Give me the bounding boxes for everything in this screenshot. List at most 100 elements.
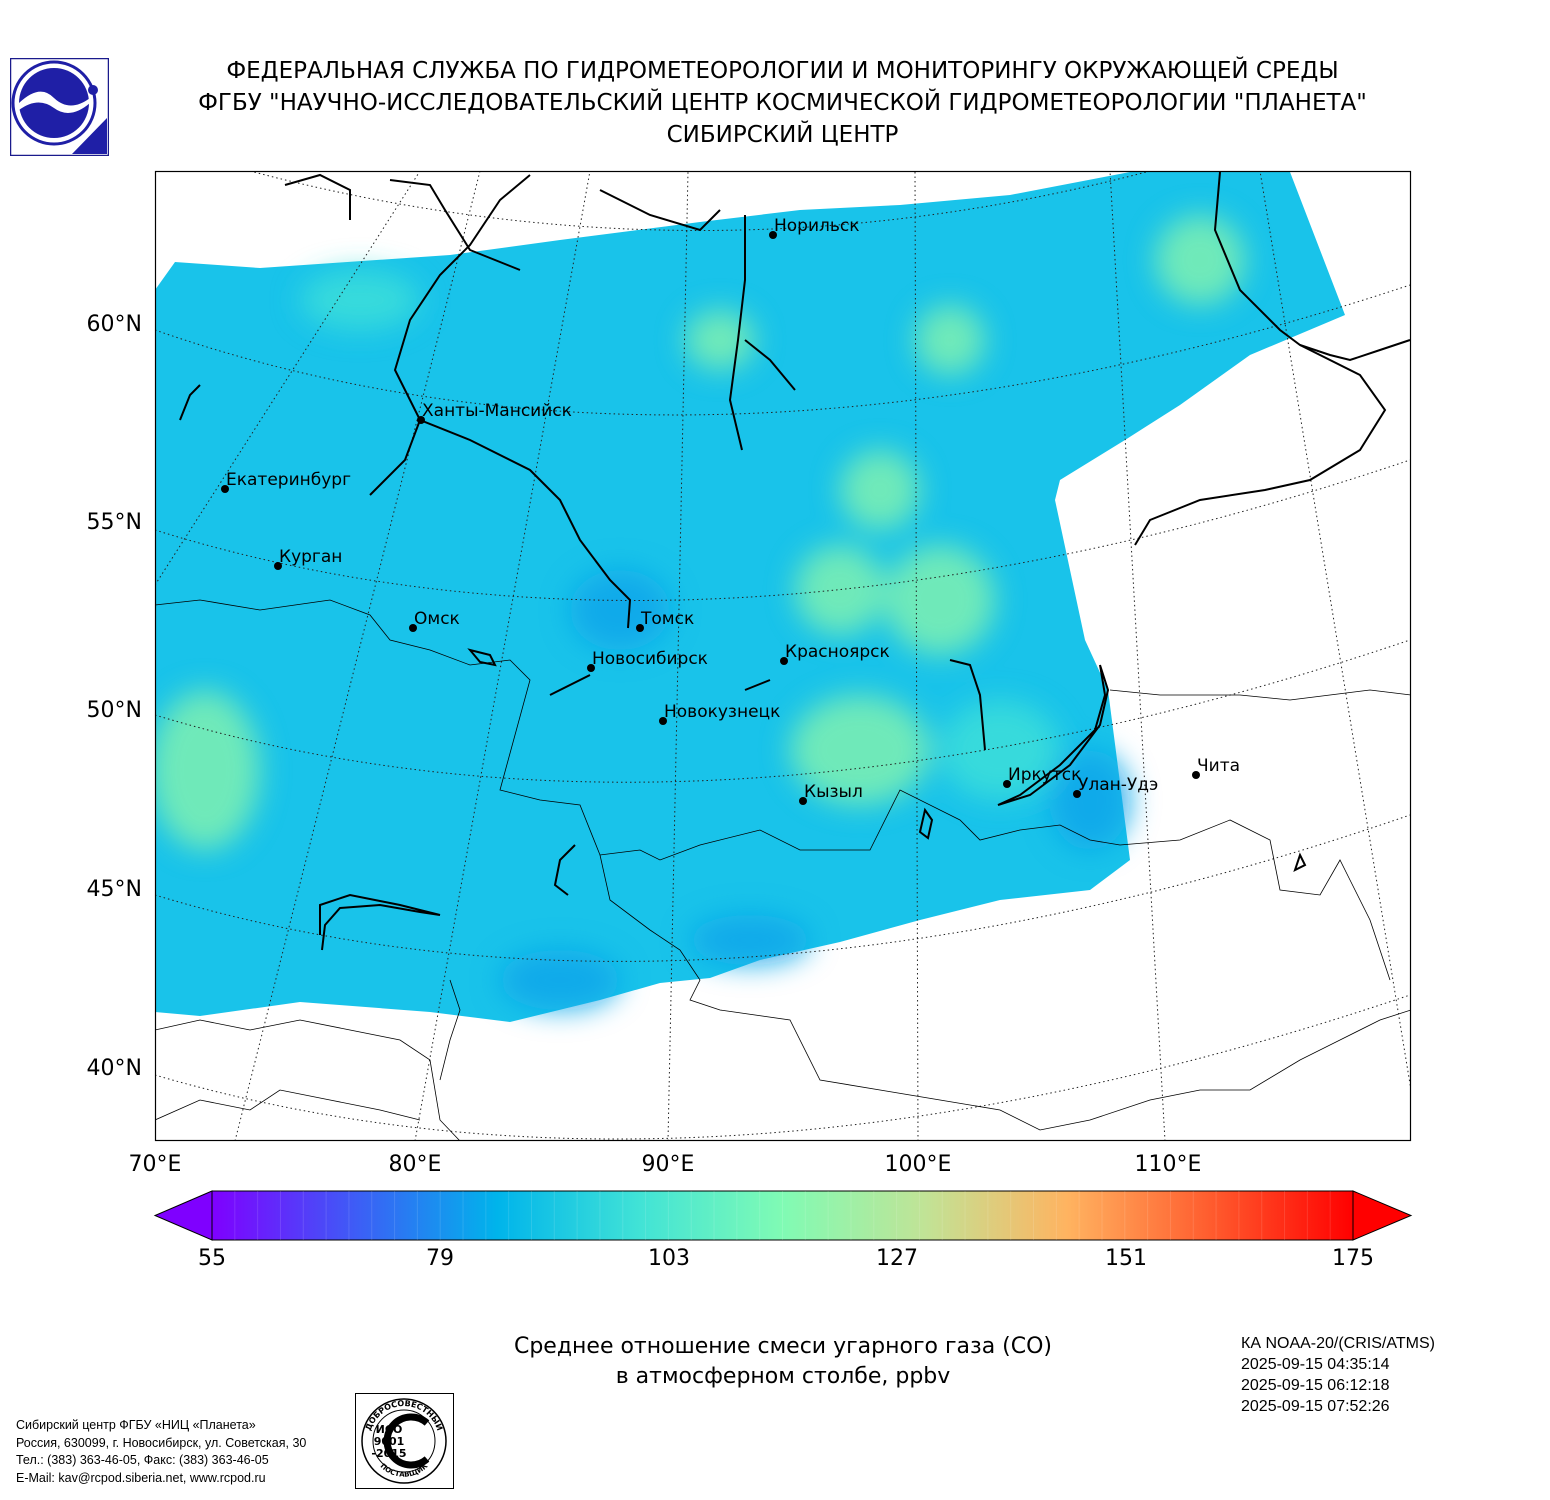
- colorbar-max-extend: [1352, 1190, 1413, 1241]
- country-border: [155, 1089, 421, 1121]
- city-marker: [417, 416, 425, 424]
- country-border: [155, 1019, 461, 1141]
- co-mid-blob: [940, 700, 1060, 800]
- lon-label-90: 90°E: [641, 1152, 695, 1177]
- ob-river: [393, 174, 632, 629]
- co-low-blob: [500, 950, 620, 1010]
- city-label: Красноярск: [785, 642, 890, 662]
- lon-label-110: 110°E: [1134, 1152, 1202, 1177]
- co-high-blob: [885, 545, 995, 655]
- city-label: Екатеринбург: [226, 470, 351, 490]
- meridian-line: [155, 171, 421, 586]
- co-low-blob: [570, 570, 670, 650]
- city-marker: [1073, 790, 1081, 798]
- city-marker: [587, 664, 595, 672]
- angara-river: [744, 679, 771, 691]
- satellite-time: 2025-09-15 04:35:14: [1241, 1356, 1390, 1373]
- baikal-lake: [997, 664, 1110, 806]
- lake-balkhash: [319, 893, 441, 951]
- contacts-line: Россия, 630099, г. Новосибирск, ул. Сове…: [16, 1435, 307, 1450]
- colorbar: [153, 1190, 1413, 1241]
- co-high-blob: [1155, 215, 1245, 305]
- yenisei-river: [728, 215, 746, 451]
- lat-label-55: 55°N: [86, 510, 142, 535]
- map-title: Среднее отношение смеси угарного газа (C…: [440, 1332, 1126, 1392]
- colorbar-tick: 103: [648, 1246, 690, 1271]
- satellite-time: 2025-09-15 06:12:18: [1241, 1377, 1390, 1394]
- city-label: Ханты-Мансийск: [422, 401, 572, 421]
- co-high-blob: [795, 545, 885, 635]
- parallel-line: [155, 284, 1411, 416]
- colorbar-tick: 127: [876, 1246, 918, 1271]
- city-label: Новокузнецк: [664, 702, 780, 722]
- city-marker: [799, 797, 807, 805]
- city-marker: [409, 624, 417, 632]
- co-high-blob: [790, 695, 930, 805]
- satellite-time: 2025-09-15 07:52:26: [1241, 1398, 1390, 1415]
- city-label: Улан-Удэ: [1078, 775, 1158, 795]
- city-label: Чита: [1197, 756, 1240, 776]
- map-frame: [154, 170, 1412, 1142]
- yenisei-branch: [744, 339, 796, 391]
- map-title-line-1: Среднее отношение смеси угарного газа (C…: [513, 1334, 1053, 1359]
- header: ФЕДЕРАЛЬНАЯ СЛУЖБА ПО ГИДРОМЕТЕОРОЛОГИИ …: [110, 55, 1455, 151]
- colorbar-tick: 151: [1105, 1246, 1147, 1271]
- map-area: Норильск Ханты-Мансийск Екатеринбург Курган…: [86, 170, 1413, 1241]
- city-marker: [1192, 771, 1200, 779]
- city-label: Норильск: [774, 216, 860, 236]
- lat-label-50: 50°N: [86, 698, 142, 723]
- contacts-line: E-Mail: kav@rcpod.siberia.net, www.rcpod…: [16, 1470, 266, 1485]
- planeta-logo: [10, 58, 109, 156]
- city-label: Иркутск: [1008, 765, 1081, 785]
- co-high-blob: [840, 450, 920, 530]
- colorbar-tick: 175: [1332, 1246, 1374, 1271]
- lon-label-100: 100°E: [884, 1152, 952, 1177]
- lena-river-2: [1134, 344, 1387, 546]
- river-small: [949, 659, 986, 751]
- lake-chany: [467, 648, 497, 667]
- colorbar-tick: 79: [426, 1246, 454, 1271]
- lat-label-45: 45°N: [86, 877, 142, 902]
- lat-label-40: 40°N: [86, 1056, 142, 1081]
- lake-zaysan: [553, 844, 576, 896]
- lake-uvs: [918, 807, 934, 840]
- lon-label-80: 80°E: [388, 1152, 442, 1177]
- country-border: [155, 599, 1391, 981]
- country-border: [439, 979, 461, 1081]
- city-label: Омск: [414, 609, 460, 629]
- city-label: Новосибирск: [592, 649, 708, 669]
- satellite-info: КА NOAA-20/(CRIS/ATMS) 2025-09-15 04:35:…: [1241, 1333, 1435, 1417]
- iso-text: ИСО: [376, 1423, 403, 1436]
- city-label: Курган: [279, 547, 342, 567]
- iso-badge: ДОБРОСОВЕСТНЫЙ ПОСТАВЩИК ИСО 9001 -2015: [355, 1393, 454, 1489]
- map-title-line-2: в атмосферном столбе, ppbv: [615, 1364, 951, 1389]
- lake-khanka: [1293, 852, 1307, 872]
- colorbar-gradient: [211, 1190, 1354, 1241]
- co-high-blob: [685, 310, 755, 370]
- city-marker: [659, 717, 667, 725]
- coast-taymyr: [599, 189, 721, 232]
- city-marker: [636, 624, 644, 632]
- irtysh-river: [369, 419, 421, 496]
- city-label: Томск: [640, 609, 694, 629]
- city-label: Кызыл: [804, 782, 863, 802]
- city-marker: [274, 562, 282, 570]
- co-field: [155, 172, 1345, 1022]
- contacts-block: Сибирский центр ФГБУ «НИЦ «Планета» Росс…: [16, 1417, 306, 1487]
- contacts-line: Тел.: (383) 363-46-05, Факс: (383) 363-4…: [16, 1453, 269, 1467]
- city-marker: [1003, 780, 1011, 788]
- parallel-line: [155, 994, 1411, 1140]
- colorbar-min-extend: [153, 1190, 213, 1241]
- co-low-blob: [1050, 750, 1130, 850]
- co-low-blob: [690, 915, 810, 965]
- lat-label-60: 60°N: [86, 312, 142, 337]
- coast-north: [284, 173, 521, 271]
- co-mid-blob: [300, 270, 420, 330]
- city-marker: [769, 231, 777, 239]
- header-line-1: ФЕДЕРАЛЬНАЯ СЛУЖБА ПО ГИДРОМЕТЕОРОЛОГИИ …: [226, 58, 1339, 84]
- header-line-3: СИБИРСКИЙ ЦЕНТР: [666, 122, 899, 148]
- meridian-line: [234, 171, 481, 1141]
- map-svg: Норильск Ханты-Мансийск Екатеринбург Курган…: [153, 170, 1413, 1241]
- co-high-blob: [915, 305, 985, 375]
- city-marker: [780, 657, 788, 665]
